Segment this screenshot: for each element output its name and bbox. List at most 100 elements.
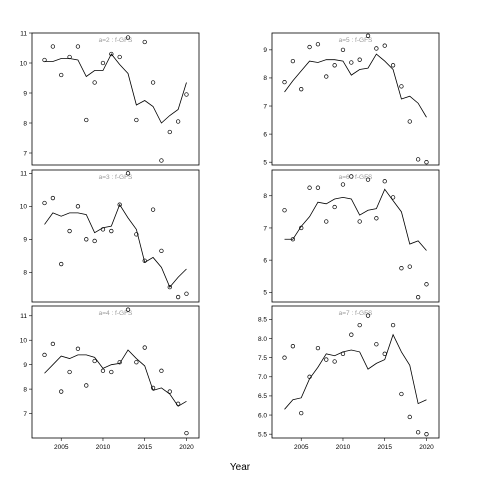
data-point [175,401,181,406]
data-point [349,174,354,179]
data-point [399,391,404,397]
panel-title: a=6 : f-GFS [339,174,373,181]
x-tick-label: 2010 [96,444,111,451]
y-tick-label: 10 [20,338,28,345]
y-tick-label: 9 [23,237,27,244]
y-tick-label: 8 [263,75,267,82]
data-point [117,202,122,207]
data-point [315,42,321,47]
data-point [340,351,346,356]
data-point [324,74,329,79]
data-point [125,307,131,312]
y-tick-label: 8 [23,120,27,127]
x-tick-label: 2020 [179,444,194,451]
data-point [424,160,429,165]
data-point [324,219,329,224]
data-point [390,195,396,200]
data-point [184,291,189,296]
data-point [382,43,387,48]
chart-panel: a=3 : f-GFS 8 9 10 11 [20,169,200,303]
data-point [315,185,321,190]
data-point [75,44,81,49]
data-point [67,369,72,375]
data-point [67,228,72,234]
y-tick-label: 8.5 [258,317,267,324]
data-point [75,204,81,209]
data-point [415,430,421,435]
fit-line [44,203,187,288]
fit-line [44,349,187,407]
data-point [109,51,114,57]
chart-panel: a=2 : f-GFS 7 8 9 10 11 [20,30,200,166]
data-point [349,60,354,65]
fit-line [284,53,427,118]
y-tick-label: 9 [23,90,27,97]
data-point [299,87,304,92]
data-point [134,117,139,123]
data-point [290,58,296,64]
data-point [92,80,97,85]
data-point [175,294,181,300]
data-point [424,432,429,437]
y-tick-label: 5 [263,290,267,297]
data-point [365,33,371,38]
data-point [59,72,64,78]
chart-panel: a=5 : f-GFS 5 6 7 8 9 [263,32,440,166]
panel-title: a=5 : f-GFS [339,37,373,44]
data-point [332,359,337,364]
x-tick-label: 2005 [294,444,309,451]
data-point [282,355,287,360]
fit-line [284,333,427,410]
data-point [315,345,321,351]
data-point [142,258,147,263]
x-tick-label: 2005 [54,444,69,451]
data-point [374,216,379,221]
data-point [84,237,89,242]
fit-line [284,188,427,251]
y-tick-label: 8 [23,270,27,277]
data-point [357,322,362,328]
panel-title: a=3 : f-GFS [99,174,133,181]
data-point [390,322,396,328]
data-point [307,185,312,190]
y-tick-label: 8.0 [258,336,267,343]
data-point [67,54,72,60]
data-point [415,157,421,162]
data-point [42,200,47,206]
data-point [290,237,296,242]
data-point [175,119,181,124]
data-point [159,158,164,163]
data-point [100,227,106,232]
panel-title: a=2 : f-GFS [99,37,133,44]
chart-panel: a=7 : f-GFS 5.5 6.0 6.5 7.0 7.5 8.0 8.5 2005 2010… [258,305,440,451]
data-point [340,182,346,187]
y-tick-label: 7 [263,103,267,110]
data-point [159,368,164,373]
data-point [117,360,122,365]
data-point [382,179,387,184]
panel-title: a=7 : f-GFS [339,310,373,317]
data-point [117,54,122,60]
panel-frame [271,305,440,439]
data-point [307,44,312,50]
data-point [357,57,362,62]
data-point [167,389,172,394]
data-point [109,228,114,234]
data-point [324,357,329,362]
y-tick-label: 8 [23,386,27,393]
data-point [415,295,421,300]
y-tick-label: 10 [20,204,28,211]
y-tick-label: 7.0 [258,374,267,381]
data-point [159,248,164,254]
data-point [150,207,156,212]
data-point [50,44,56,49]
y-tick-label: 11 [20,171,27,178]
y-tick-label: 7.5 [258,355,267,362]
data-point [100,60,106,66]
data-point [84,117,89,123]
data-point [390,63,396,68]
data-point [424,282,429,287]
chart-panel: a=4 : f-GFS 7 8 9 10 11 2005 2010 2015 2020 [20,305,200,451]
data-point [184,92,189,97]
